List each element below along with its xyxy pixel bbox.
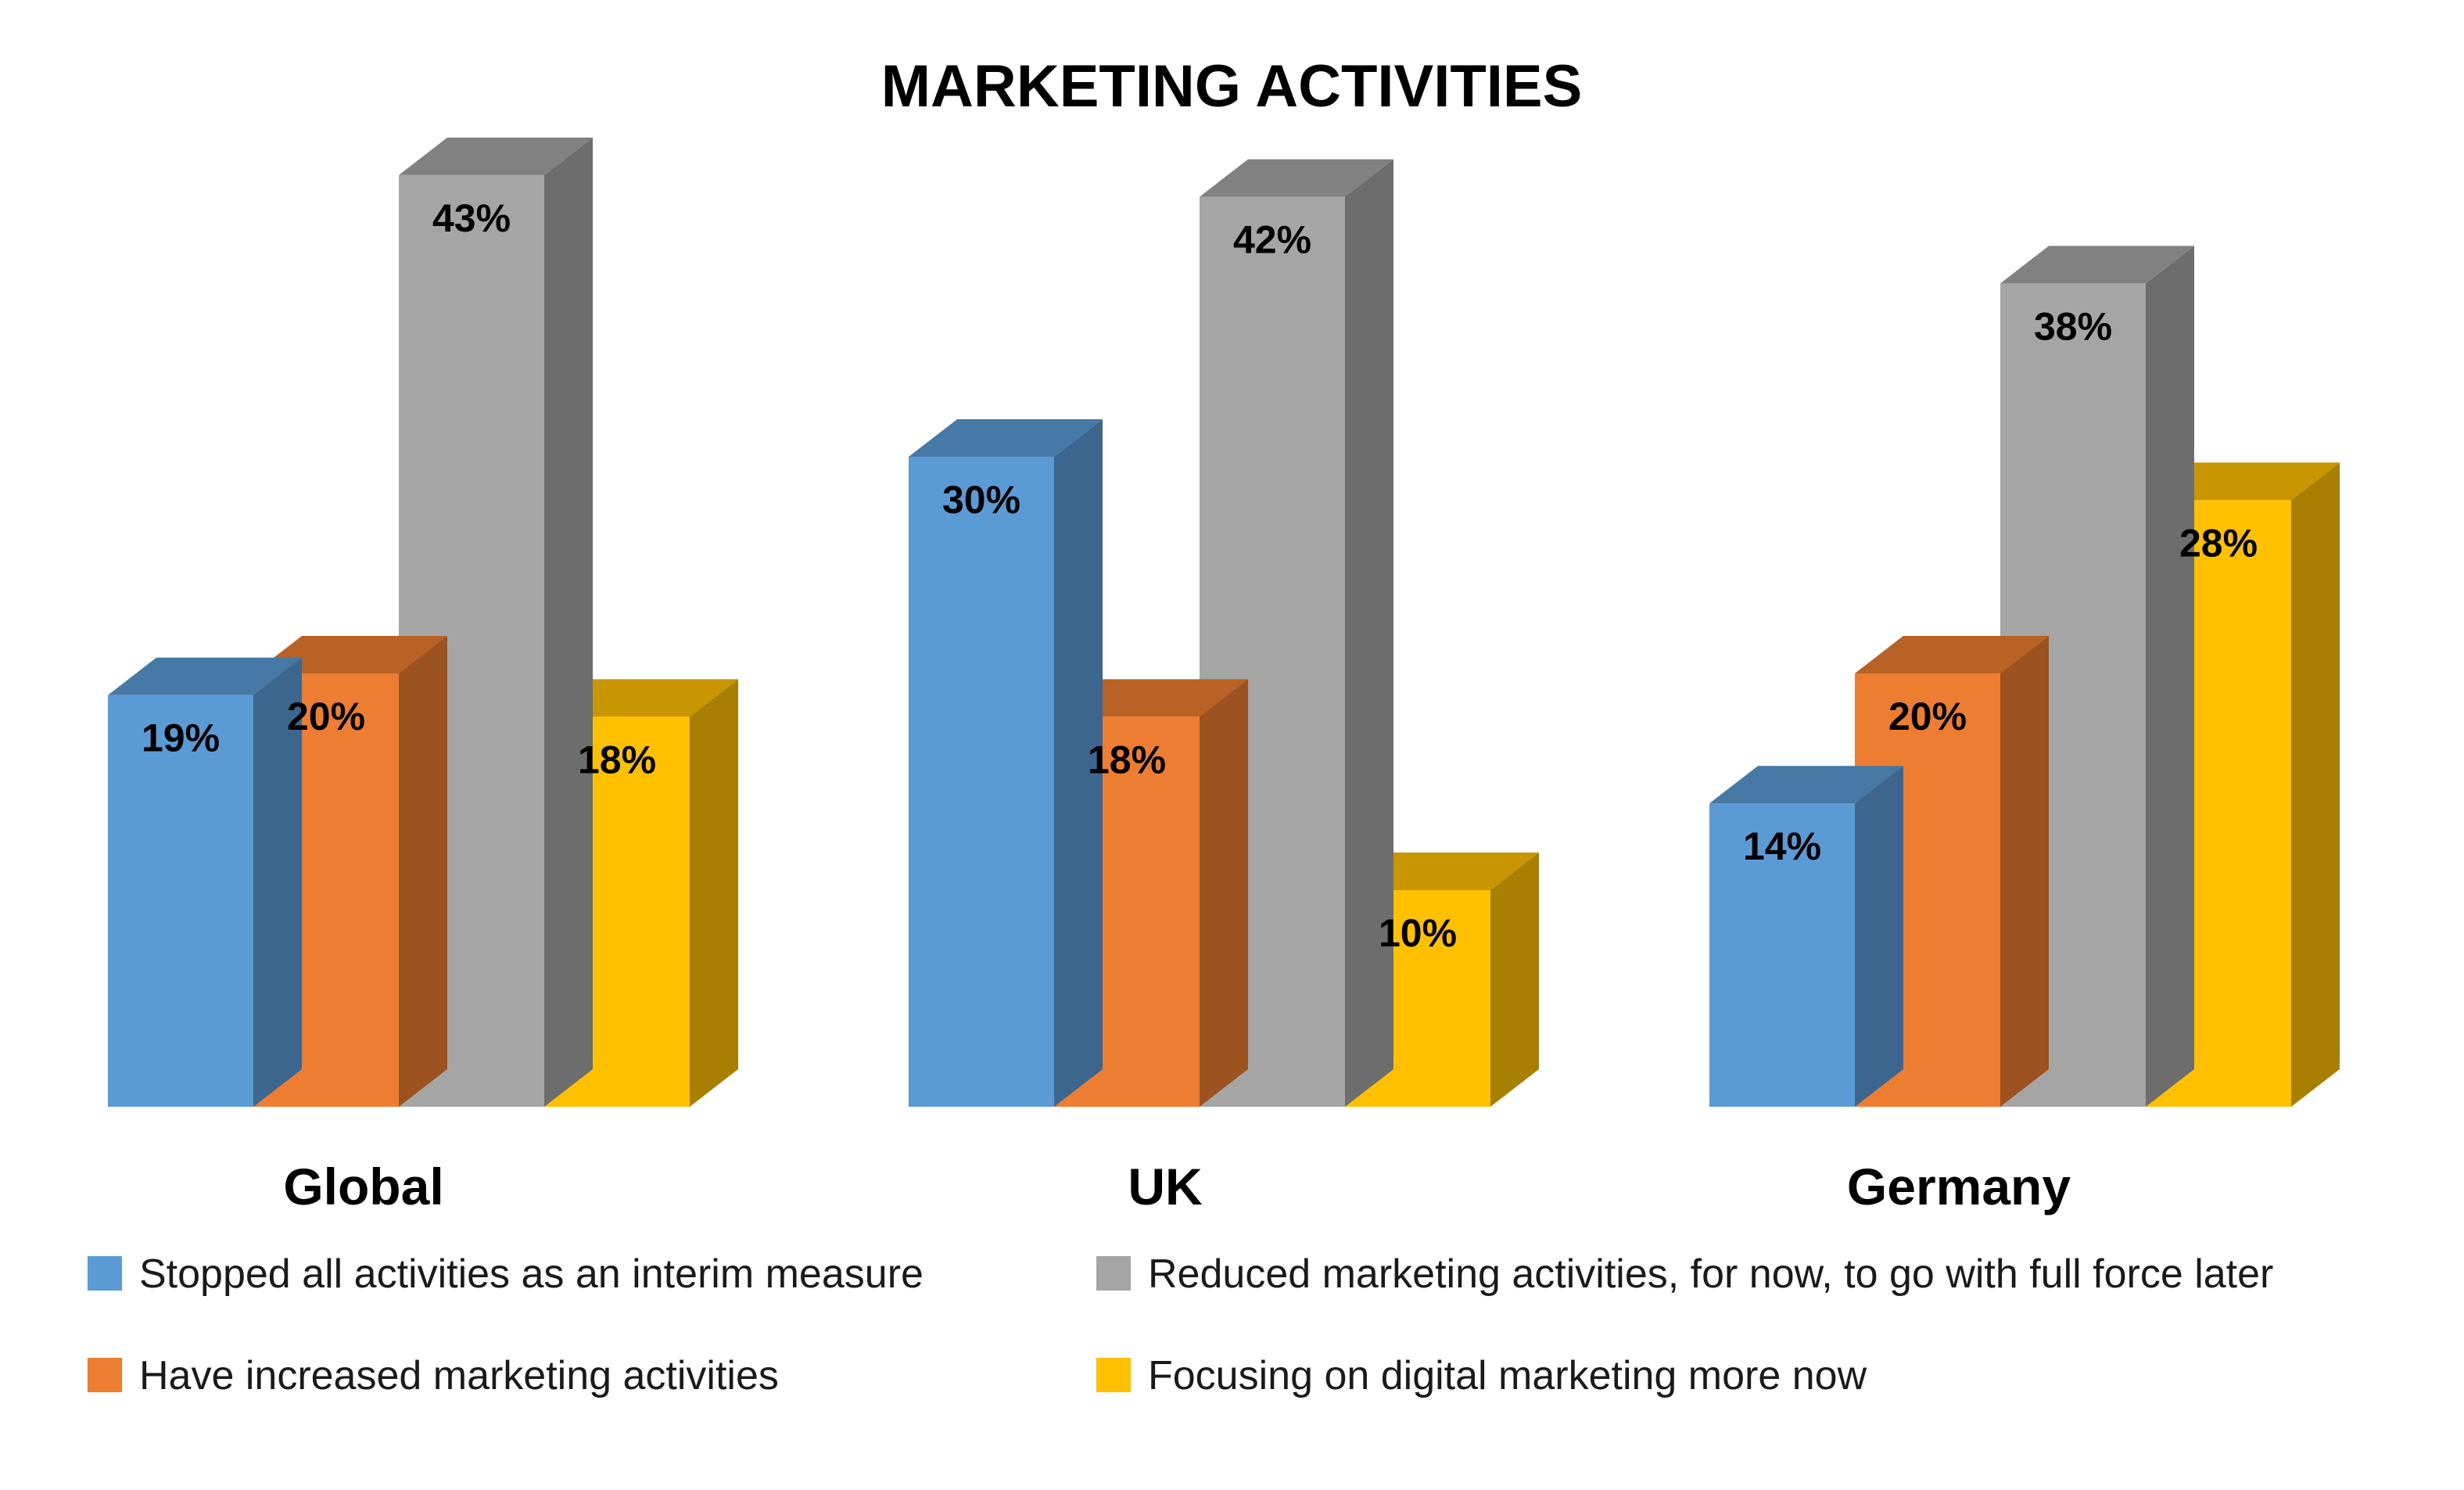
bar-side-face <box>690 679 738 1107</box>
bar-front-face <box>108 695 253 1107</box>
bar-side-face <box>2146 246 2194 1107</box>
bar-top-face <box>1709 766 1903 804</box>
legend-label: Focusing on digital marketing more now <box>1148 1353 1867 1398</box>
legend-item-4: Focusing on digital marketing more now <box>1096 1353 1867 1398</box>
bar-side-face <box>1200 679 1248 1107</box>
legend-item-3: Reduced marketing activities, for now, t… <box>1096 1251 2273 1297</box>
data-label: 10% <box>1379 911 1457 955</box>
legend: Stopped all activities as an interim mea… <box>88 1251 2273 1398</box>
bar-front-face <box>1709 803 1855 1107</box>
data-label: 38% <box>2034 304 2112 348</box>
legend-label: Reduced marketing activities, for now, t… <box>1148 1251 2273 1297</box>
data-label: 18% <box>1088 738 1166 781</box>
value-labels-group: 19% 30% 14% 20% 18% 20% 43% 42% 38% 18% 10% 28% <box>142 196 2258 955</box>
bar-side-face <box>2291 462 2340 1107</box>
data-label: 19% <box>142 716 220 760</box>
data-label: 30% <box>942 478 1020 522</box>
category-label-global: Global <box>283 1158 443 1215</box>
bar-front-face <box>909 457 1054 1107</box>
data-label: 18% <box>578 738 656 781</box>
legend-label: Have increased marketing activities <box>139 1353 779 1398</box>
bar-top-face <box>399 137 593 175</box>
legend-item-1: Stopped all activities as an interim mea… <box>88 1251 924 1297</box>
bar-top-face <box>1200 159 1393 197</box>
bar-top-face <box>2000 246 2194 284</box>
bar-top-face <box>108 657 302 695</box>
legend-swatch <box>88 1256 122 1291</box>
data-label: 20% <box>287 695 365 738</box>
bar-side-face <box>1855 766 1903 1107</box>
category-label-uk: UK <box>1128 1158 1203 1215</box>
category-labels-group: Global UK Germany <box>283 1158 2071 1215</box>
legend-label: Stopped all activities as an interim mea… <box>139 1251 924 1297</box>
bars-group <box>108 137 2340 1108</box>
chart-title: MARKETING ACTIVITIES <box>881 53 1583 120</box>
legend-swatch <box>88 1358 122 1392</box>
bar-top-face <box>1855 636 2049 673</box>
bar-side-face <box>544 137 593 1107</box>
bar-top-face <box>909 419 1103 457</box>
legend-swatch <box>1096 1256 1131 1291</box>
bar-side-face <box>1054 419 1103 1107</box>
bar-germany-series-1 <box>1709 766 1903 1107</box>
bar-global-series-1 <box>108 657 302 1107</box>
bar-side-face <box>253 657 302 1107</box>
legend-item-2: Have increased marketing activities <box>88 1353 779 1398</box>
data-label: 42% <box>1233 218 1311 262</box>
data-label: 20% <box>1888 695 1967 738</box>
bar-side-face <box>2000 636 2049 1107</box>
bar-side-face <box>1490 853 1539 1107</box>
category-label-germany: Germany <box>1847 1158 2071 1215</box>
bar-uk-series-1 <box>909 419 1103 1107</box>
data-label: 43% <box>432 196 511 240</box>
bar-side-face <box>1345 159 1393 1108</box>
bar-uk-series-3 <box>1200 159 1393 1108</box>
legend-swatch <box>1096 1358 1131 1392</box>
bar-side-face <box>399 636 447 1107</box>
data-label: 14% <box>1743 824 1821 868</box>
data-label: 28% <box>2179 521 2258 565</box>
